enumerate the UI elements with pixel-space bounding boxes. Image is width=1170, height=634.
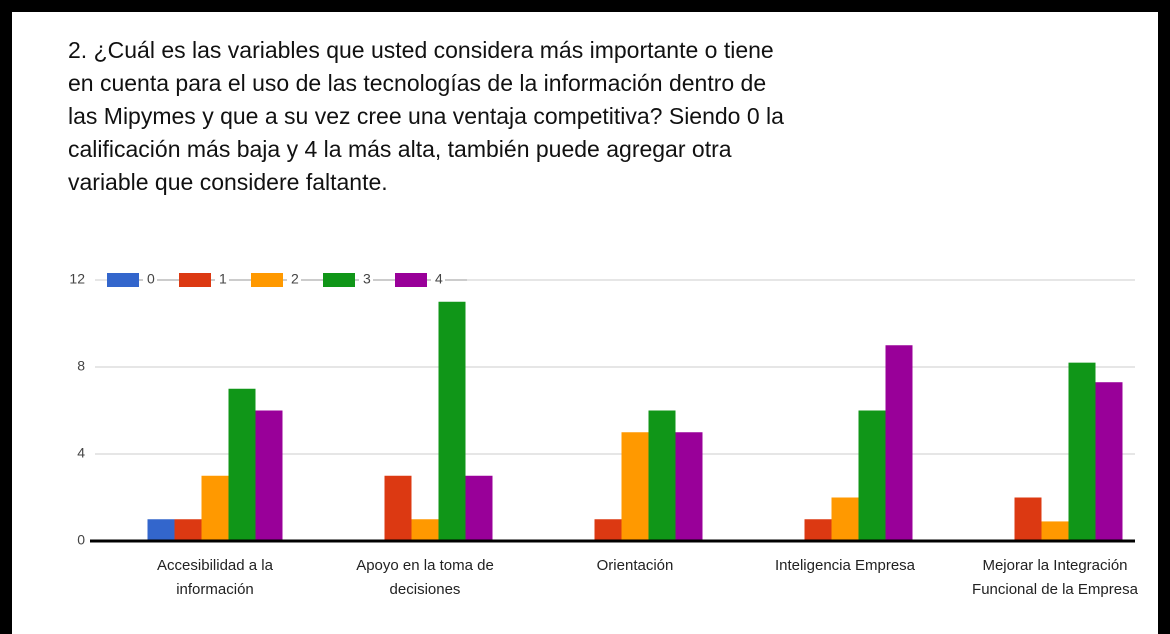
question-title: 2. ¿Cuál es las variables que usted cons…: [68, 37, 784, 195]
x-tick-label: Accesibilidad a la información: [157, 557, 273, 598]
bar: [174, 519, 202, 541]
legend-swatch: [323, 273, 355, 287]
legend-label-bg: [143, 271, 157, 289]
legend-label-bg: [215, 271, 229, 289]
y-tick-label: 4: [77, 445, 85, 461]
bar: [384, 475, 412, 541]
y-tick-label: 0: [77, 532, 85, 548]
bar: [675, 432, 703, 541]
bar: [147, 519, 175, 541]
bar: [255, 410, 283, 541]
x-tick-label: Apoyo en la toma de decisiones: [356, 557, 494, 598]
bar: [438, 301, 466, 541]
x-tick-label: Mejorar la Integración Funcional de la E…: [972, 557, 1138, 598]
bar: [228, 388, 256, 541]
legend-label: 4: [435, 271, 443, 287]
x-tick-label: Inteligencia Empresa: [774, 557, 916, 574]
legend-swatch: [179, 273, 211, 287]
x-tick-label: Orientación: [596, 557, 674, 574]
bar: [1041, 521, 1069, 541]
bar: [831, 497, 859, 541]
legend-label: 3: [363, 271, 371, 287]
bar: [804, 519, 832, 541]
legend-label-bg: [287, 271, 301, 289]
bar: [858, 410, 886, 541]
bar: [465, 475, 493, 541]
bar: [1095, 382, 1123, 541]
legend-label: 1: [219, 271, 227, 287]
legend-swatch: [107, 273, 139, 287]
bar: [648, 410, 676, 541]
legend-swatch: [251, 273, 283, 287]
bar: [621, 432, 649, 541]
bar: [201, 475, 229, 541]
legend-label-bg: [359, 271, 373, 289]
bar: [411, 519, 439, 541]
bar: [1014, 497, 1042, 541]
y-tick-label: 8: [77, 358, 85, 374]
bar: [594, 519, 622, 541]
bar: [1068, 362, 1096, 541]
legend-label-bg: [431, 271, 445, 289]
y-tick-label: 12: [69, 271, 85, 287]
legend-label: 0: [147, 271, 155, 287]
legend-swatch: [395, 273, 427, 287]
bar: [885, 345, 913, 541]
legend-label: 2: [291, 271, 299, 287]
